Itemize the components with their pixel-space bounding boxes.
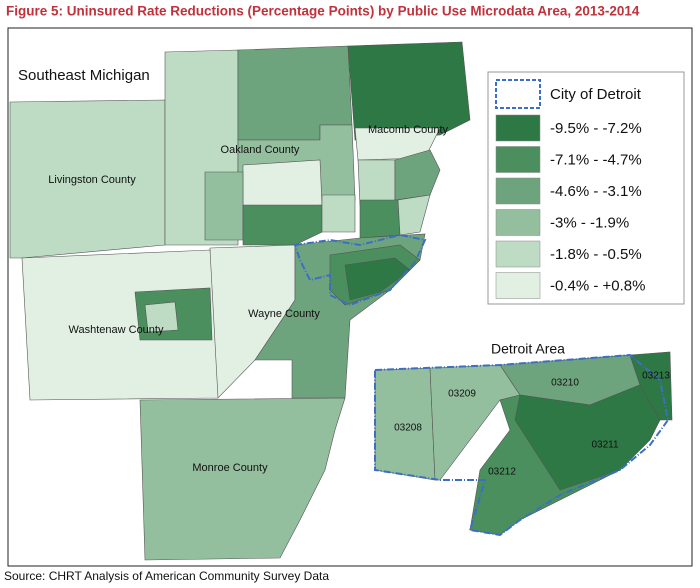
county-label: Monroe County: [192, 462, 268, 474]
area-label: 03213: [642, 371, 670, 382]
county-area: [321, 194, 356, 233]
area-label: 03208: [394, 423, 422, 434]
county-area: [357, 159, 396, 206]
area: [629, 351, 673, 421]
county-label: Livingston County: [48, 174, 136, 186]
legend-label: -9.5% - -7.2%: [550, 120, 642, 137]
detroit-outline: [374, 353, 670, 537]
legend-swatch: [495, 79, 541, 109]
legend-swatch: [495, 177, 541, 205]
legend-label: City of Detroit: [550, 86, 642, 103]
county-area: [242, 204, 323, 246]
county-area: [204, 171, 244, 241]
legend-items: -9.5% - -7.2% -7.1% - -4.7% -4.6% - -3.1% -…: [495, 114, 645, 299]
source: Source: CHRT Analysis of American Commun…: [4, 569, 329, 583]
region-label: Southeast Michigan: [18, 67, 150, 84]
legend-swatch: [495, 114, 541, 142]
map: [9, 41, 673, 561]
legend-swatch: [495, 146, 541, 173]
county-area: [397, 194, 431, 236]
county-area: [9, 99, 166, 259]
county-area: [359, 199, 401, 239]
legend-label: -1.8% - -0.5%: [550, 246, 642, 263]
county-area: [21, 249, 219, 401]
county-area: [139, 397, 346, 561]
county-label: Oakland County: [221, 144, 300, 156]
area-label: 03210: [551, 378, 579, 389]
legend-label: -3% - -1.9%: [550, 214, 629, 231]
county-label: Wayne County: [248, 308, 320, 320]
county-label: Washtenaw County: [69, 324, 164, 336]
legend-label: -7.1% - -4.7%: [550, 151, 642, 168]
inset-title: Detroit Area: [491, 341, 565, 357]
legend-swatch: [495, 209, 541, 236]
area: [514, 384, 661, 491]
legend-swatch: [495, 240, 541, 268]
legend-label: -0.4% - +0.8%: [550, 277, 645, 294]
county-area: [347, 41, 471, 141]
detroit-outline: [293, 233, 427, 307]
legend-swatch: [495, 272, 541, 299]
title: Figure 5: Uninsured Rate Reductions (Per…: [6, 4, 640, 19]
county-area: [344, 257, 411, 301]
area-label: 03209: [448, 389, 476, 400]
area-label: 03212: [488, 467, 516, 478]
county-area: [242, 159, 323, 211]
area-label: 03211: [591, 440, 619, 451]
legend-label: -4.6% - -3.1%: [550, 183, 642, 200]
county-area: [144, 301, 179, 333]
county-area: [394, 149, 441, 201]
county-label: Macomb County: [368, 124, 449, 136]
